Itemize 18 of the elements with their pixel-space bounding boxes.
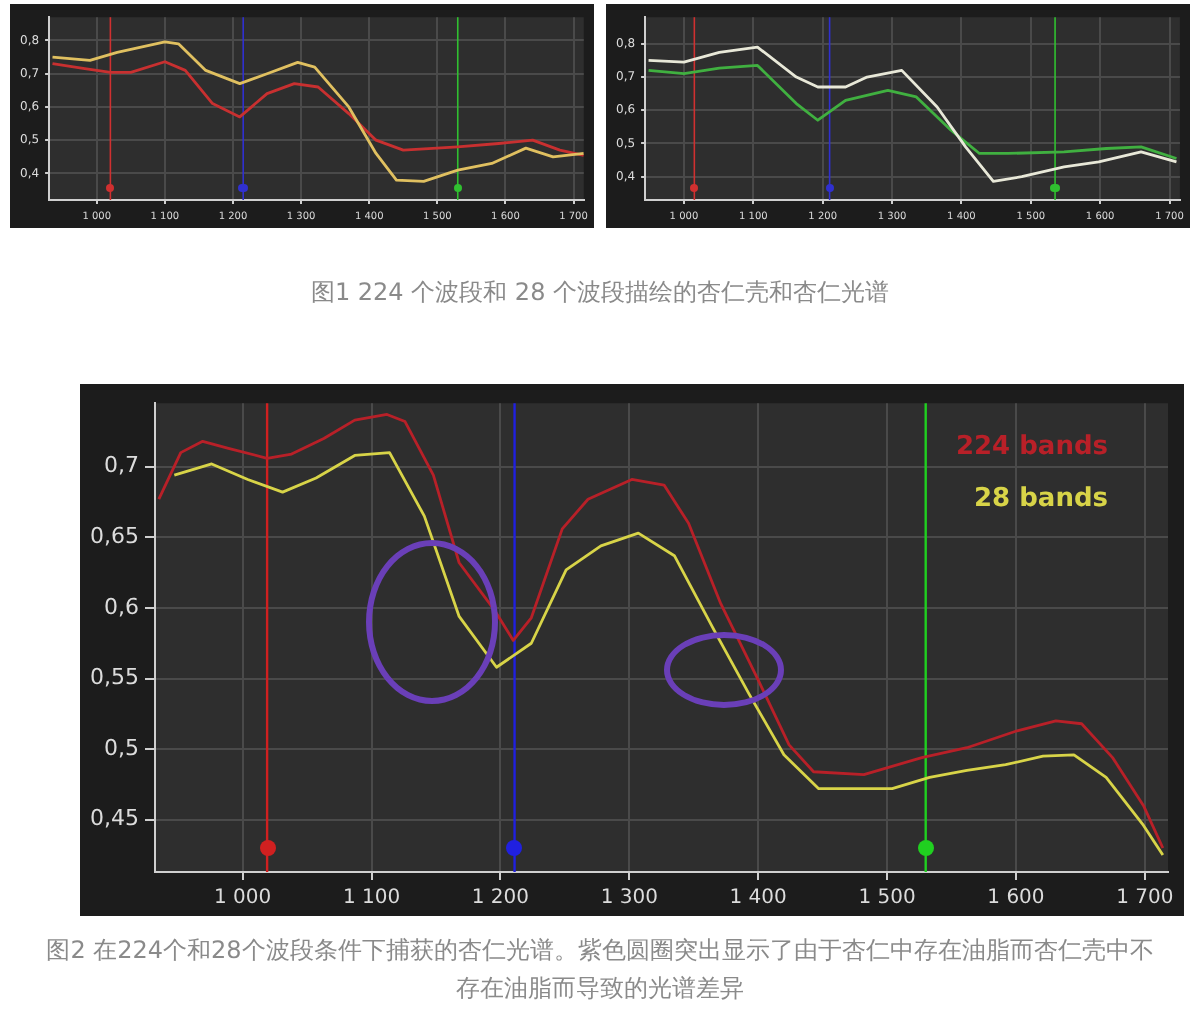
y-tick-label: 0,5 bbox=[103, 734, 139, 761]
y-tick-label: 0,55 bbox=[89, 664, 139, 691]
x-tick-label: 1 500 bbox=[858, 887, 916, 910]
y-tick-label: 0,65 bbox=[89, 523, 139, 550]
x-tick-label: 1 300 bbox=[600, 887, 658, 910]
y-tick-label: 0,7 bbox=[103, 452, 139, 479]
x-tick-label: 1 700 bbox=[1116, 887, 1174, 910]
y-tick-label: 0,6 bbox=[103, 593, 139, 620]
caption: 图1 224 个波段和 28 个波段描绘的杏仁壳和杏仁光谱 bbox=[308, 276, 892, 310]
text: 28 bands bbox=[974, 483, 1109, 514]
text: 224 bands bbox=[955, 431, 1109, 462]
x-tick-label: 1 200 bbox=[471, 887, 530, 910]
x-tick-label: 1 600 bbox=[987, 887, 1045, 910]
x-tick-label: 1 000 bbox=[213, 887, 272, 910]
caption: 图2 在224个和28个波段条件下捕获的杏仁光谱。紫色圆圈突出显示了由于杏仁中存在油脂而杏仁壳中不存在油脂而导致的光谱差异 bbox=[44, 934, 1156, 1006]
x-tick-label: 1 100 bbox=[342, 887, 401, 910]
y-tick-label: 0,45 bbox=[89, 805, 139, 832]
x-tick-label: 1 400 bbox=[729, 887, 787, 910]
